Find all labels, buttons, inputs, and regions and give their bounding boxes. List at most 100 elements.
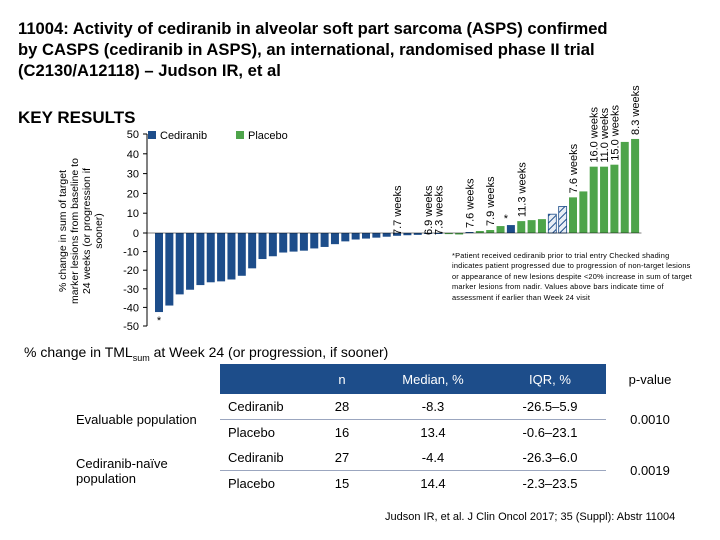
arm-cell: Placebo [220, 419, 312, 445]
bar-asterisk: * [157, 315, 162, 327]
y-tick-label: 10 [127, 208, 139, 220]
bar [547, 213, 557, 234]
legend-swatch [148, 131, 156, 139]
bar [486, 230, 495, 233]
legend-swatch [236, 131, 244, 139]
y-tick-label: 30 [127, 169, 139, 181]
bar [569, 197, 577, 233]
bar [186, 233, 195, 290]
section-heading: KEY RESULTS [18, 108, 136, 127]
table-caption: % change in TMLsum at Week 24 (or progre… [24, 344, 388, 363]
bar-time-label: 11.0 weeks [599, 107, 611, 162]
iqr-cell: -26.3–6.0 [522, 450, 578, 465]
table-row: Placebo 16 13.4 -0.6–23.1 [68, 419, 694, 445]
arm-cell: Cediranib [228, 399, 284, 414]
median-cell: 13.4 [372, 419, 494, 445]
bar [279, 233, 288, 253]
n-cell: 27 [334, 450, 350, 465]
header-pvalue: p-value [606, 364, 694, 394]
bar [237, 233, 246, 276]
y-tick-label: -10 [123, 247, 139, 259]
pvalue-cell: 0.0019 [630, 463, 670, 478]
median-cell: 14.4 [372, 470, 494, 496]
chart-footnote: *Patient received cediranib prior to tri… [452, 251, 692, 302]
results-table: n Median, % IQR, % p-value Evaluable pop… [68, 364, 694, 496]
bar [393, 233, 402, 236]
waterfall-chart: % change in sum of targetmarker lesions … [57, 85, 642, 333]
caption-main: % change in TML [24, 344, 133, 360]
bar [496, 226, 505, 233]
iqr-cell: -2.3–23.5 [494, 470, 606, 496]
y-tick-label: 50 [127, 129, 139, 141]
bar [506, 225, 515, 233]
y-axis-label: % change in sum of targetmarker lesions … [57, 158, 105, 304]
bar [341, 233, 350, 242]
bar [517, 221, 526, 233]
bar [403, 233, 412, 236]
bar [579, 191, 588, 233]
pvalue-cell: 0.0010 [630, 412, 670, 427]
bar [600, 166, 609, 233]
bar [444, 233, 453, 235]
bar [372, 233, 381, 238]
arm-cell: Cediranib [228, 450, 284, 465]
bar [258, 233, 267, 260]
bar [310, 233, 319, 249]
header-iqr: IQR, % [494, 364, 606, 394]
legend-label: Cediranib [160, 130, 207, 142]
bar [413, 233, 422, 235]
bar [424, 233, 433, 234]
bar [165, 233, 174, 306]
y-tick-label: 40 [127, 149, 139, 161]
header-arm [220, 364, 312, 394]
caption-suffix: at Week 24 (or progression, if sooner) [149, 344, 389, 360]
bar-time-label: 8.3 weeks [630, 85, 642, 135]
header-blank [68, 364, 220, 394]
bar [362, 233, 370, 239]
bar-time-label: 7.9 weeks [485, 176, 497, 226]
bar [455, 233, 464, 235]
bar [155, 233, 163, 313]
bar [589, 166, 598, 233]
bar [320, 233, 329, 247]
bar [330, 233, 339, 245]
y-tick-label: -30 [123, 284, 139, 296]
bar-time-label: 16.0 weeks [589, 107, 601, 163]
bar [382, 233, 391, 237]
n-cell: 15 [312, 470, 372, 496]
n-cell: 28 [334, 399, 350, 414]
bar [268, 233, 277, 257]
bar-time-label: 15.0 weeks [609, 105, 621, 161]
bar [527, 220, 536, 233]
legend-label: Placebo [248, 130, 288, 142]
y-tick-label: -20 [123, 265, 139, 277]
bar [537, 219, 546, 233]
bar [217, 233, 226, 282]
bar [351, 233, 360, 240]
bar [558, 206, 568, 234]
bar [631, 138, 640, 233]
header-median: Median, % [372, 364, 494, 394]
table-row: Placebo 15 14.4 -2.3–23.5 [68, 470, 694, 496]
bar-time-label: 7.7 weeks [392, 185, 404, 235]
bar-time-label: 7.6 weeks [465, 178, 477, 228]
y-tick-label: -50 [123, 321, 139, 333]
bar [248, 233, 257, 269]
bar [434, 233, 443, 234]
bar-asterisk: * [504, 213, 509, 225]
page-title: 11004: Activity of cediranib in alveolar… [18, 19, 608, 80]
bar [175, 233, 184, 295]
bar [465, 232, 474, 234]
y-tick-label: -40 [123, 302, 139, 314]
group-label: Cediranib-naïve population [76, 455, 168, 486]
arm-cell: Placebo [220, 470, 312, 496]
table-row: Cediranib-naïve population Cediranib 27 … [68, 445, 694, 486]
header-n: n [312, 364, 372, 394]
y-tick-label: 0 [133, 228, 139, 240]
iqr-cell: -26.5–5.9 [522, 399, 578, 414]
table-row: Evaluable population Cediranib 28 -8.3 -… [68, 394, 694, 427]
iqr-cell: -0.6–23.1 [494, 419, 606, 445]
bar [227, 233, 236, 280]
bar [475, 231, 484, 233]
bar-time-label: 7.3 weeks [433, 185, 445, 235]
